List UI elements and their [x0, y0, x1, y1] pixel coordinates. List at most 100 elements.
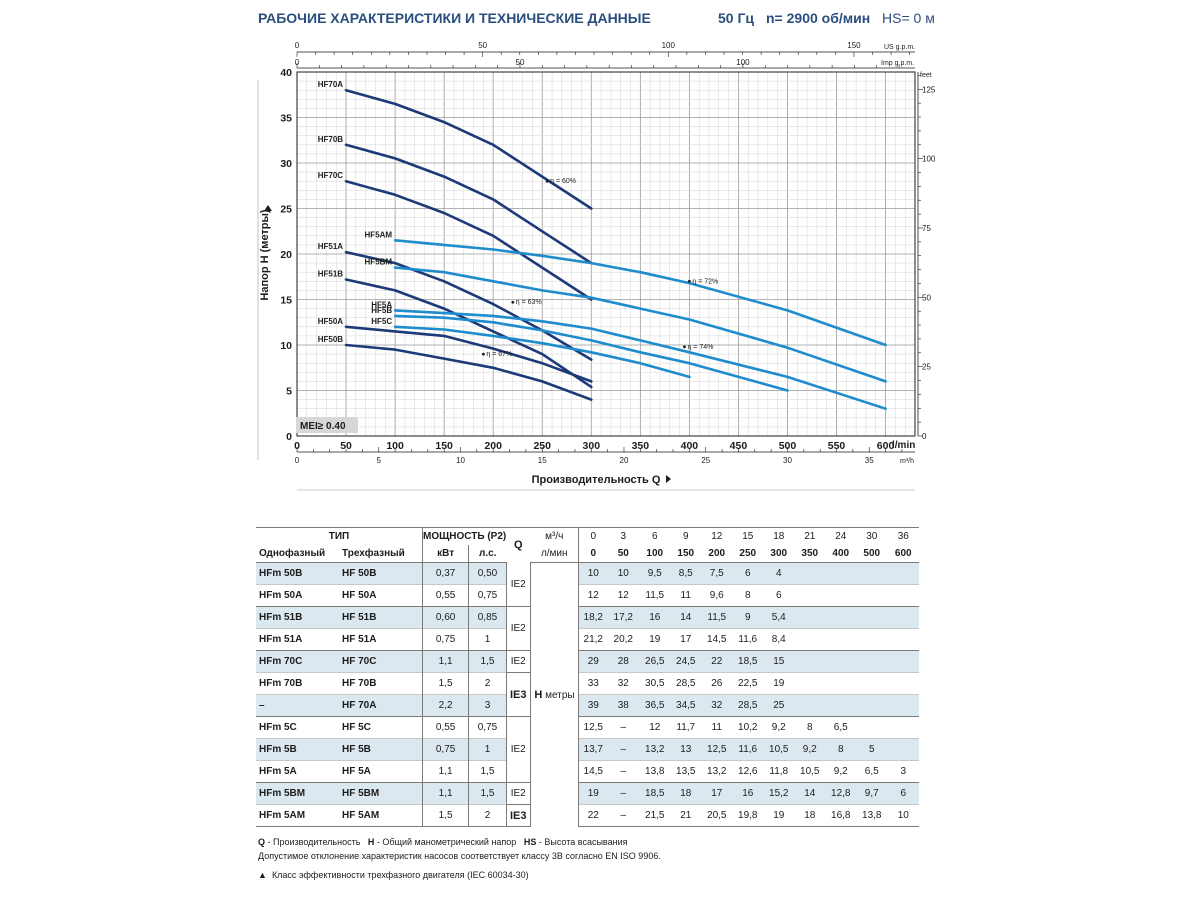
y-tick-label: 40 [280, 67, 292, 79]
head-value: 9,7 [856, 782, 888, 805]
head-value [887, 716, 920, 739]
head-value: 11,6 [732, 738, 764, 761]
x-tick-label: 550 [828, 440, 846, 452]
chart-title: РАБОЧИЕ ХАРАКТЕРИСТИКИ И ТЕХНИЧЕСКИЕ ДАН… [258, 10, 651, 26]
m3h-value: 36 [887, 527, 920, 545]
head-value: 17 [670, 628, 702, 651]
head-value: 6,5 [856, 760, 888, 783]
efficiency-label: η = 63% [516, 299, 542, 306]
head-value [825, 628, 857, 651]
h-label-cell: H метры [529, 562, 580, 827]
power-hp: 0,75 [468, 584, 507, 607]
feet-tick-label: 125 [922, 85, 936, 94]
lmin-value: 50 [607, 545, 640, 563]
head-value: 11,5 [639, 584, 671, 607]
head-value [856, 562, 888, 585]
three-phase-model: HF 51B [339, 606, 423, 629]
footnote-class: ▲ Класс эффективности трехфазного двигат… [258, 870, 529, 880]
head-value: 9,2 [763, 716, 795, 739]
head-value: 13 [670, 738, 702, 761]
head-value [825, 672, 857, 695]
feet-tick-label: 25 [922, 363, 931, 372]
head-value: 26,5 [639, 650, 671, 673]
header-hp: л.с. [468, 545, 507, 563]
single-phase-model: HFm 5C [256, 716, 339, 739]
head-value: 20,2 [607, 628, 640, 651]
single-phase-model: HFm 70C [256, 650, 339, 673]
m3h-value: 3 [607, 527, 640, 545]
lmin-value: 300 [763, 545, 795, 563]
triangle-icon: ▲ [258, 870, 267, 880]
head-value: 19 [639, 628, 671, 651]
head-value: 10 [607, 562, 640, 585]
head-value: 10,2 [732, 716, 764, 739]
head-value: 6 [763, 584, 795, 607]
power-kw: 1,5 [421, 672, 469, 695]
head-value: 14,5 [578, 760, 608, 783]
ie-class: IE2 [505, 650, 531, 673]
table-row: HFm 70C HF 70C 1,1 1,5 IE2 29 28 26,5 24,5 22 18,5… [256, 650, 920, 673]
head-value: 10 [578, 562, 608, 585]
head-value: 15,2 [763, 782, 795, 805]
head-value: 38 [607, 694, 640, 717]
head-value: – [607, 782, 640, 805]
series-label: HF5AM [365, 230, 393, 239]
head-value: 3 [887, 760, 920, 783]
three-phase-model: HF 70A [339, 694, 423, 717]
head-value: 11,7 [670, 716, 702, 739]
head-value [794, 672, 826, 695]
efficiency-label: η = 67% [486, 351, 512, 358]
header-m3h: м³/ч [530, 527, 579, 545]
head-value: 6,5 [825, 716, 857, 739]
curve-hf70a [344, 88, 593, 210]
y-axis-arrow-icon [264, 205, 272, 211]
three-phase-model: HF 5BM [339, 782, 423, 805]
us-gpm-tick-label: 50 [478, 41, 487, 50]
head-value: 8 [794, 716, 826, 739]
curve-hf50a [344, 325, 593, 383]
head-value: 11 [701, 716, 733, 739]
head-value: 20,5 [701, 804, 733, 827]
head-value: 14 [794, 782, 826, 805]
head-value: 19 [763, 672, 795, 695]
series-label: HF51B [318, 269, 344, 278]
head-value [825, 562, 857, 585]
ie-class: IE3 [505, 804, 531, 827]
single-phase-model: HFm 5A [256, 760, 339, 783]
head-value: 9,6 [701, 584, 733, 607]
power-kw: 1,1 [421, 782, 469, 805]
x-tick-label: 350 [632, 440, 650, 452]
head-value: 8,5 [670, 562, 702, 585]
head-value [856, 694, 888, 717]
m3h-tick-label: 0 [295, 456, 300, 465]
head-value: 12,6 [732, 760, 764, 783]
three-phase-model: HF 50A [339, 584, 423, 607]
y-tick-label: 30 [280, 158, 292, 170]
single-phase-model: HFm 5B [256, 738, 339, 761]
head-value: 16,8 [825, 804, 857, 827]
lmin-value: 150 [670, 545, 702, 563]
footnote-tolerance: Допустимое отклонение характеристик насо… [258, 851, 661, 861]
head-value: 19 [578, 782, 608, 805]
power-kw: 0,55 [421, 716, 469, 739]
single-phase-model: HFm 50A [256, 584, 339, 607]
three-phase-model: HF 5C [339, 716, 423, 739]
three-phase-model: HF 70B [339, 672, 423, 695]
head-value: 9,2 [825, 760, 857, 783]
feet-tick-label: 100 [922, 155, 936, 164]
head-value: 8 [825, 738, 857, 761]
x-tick-label: 300 [583, 440, 601, 452]
head-value [856, 606, 888, 629]
power-hp: 3 [468, 694, 507, 717]
head-value: 10 [887, 804, 920, 827]
power-kw: 0,37 [421, 562, 469, 585]
head-value: 39 [578, 694, 608, 717]
head-value: 11 [670, 584, 702, 607]
lmin-value: 350 [794, 545, 826, 563]
curve-hf70b [344, 143, 593, 265]
head-value [856, 628, 888, 651]
x2-unit-label: m³/h [900, 458, 914, 465]
head-value: 8,4 [763, 628, 795, 651]
head-value [825, 694, 857, 717]
